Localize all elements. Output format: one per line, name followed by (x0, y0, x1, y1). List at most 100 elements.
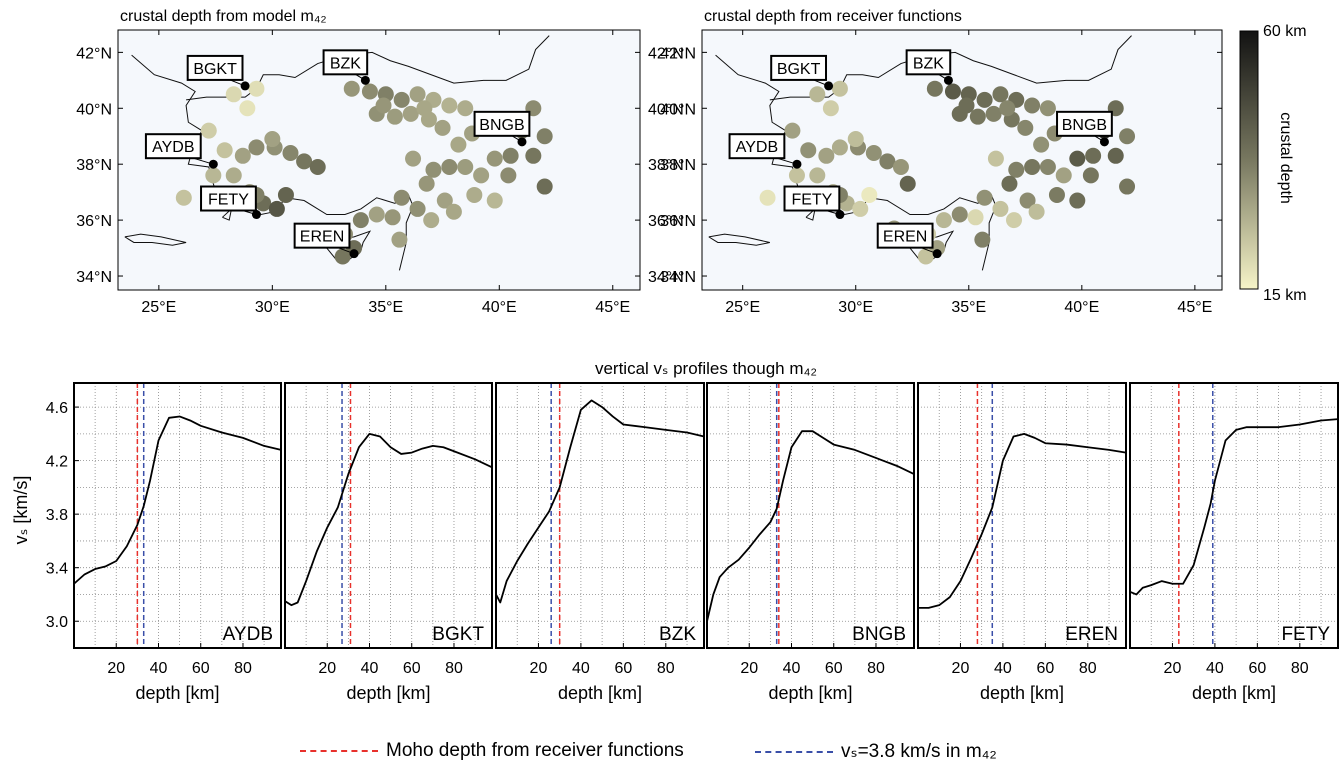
station-dot (879, 153, 896, 170)
profile-frame (917, 382, 1127, 649)
colorbar: 60 km 15 km crustal depth (1239, 23, 1307, 304)
station-dot (847, 131, 864, 148)
x-tick-label: 80 (1291, 660, 1309, 677)
lat-tick-label: 38°N (76, 157, 112, 174)
station-dot (1008, 161, 1025, 178)
station-dot (969, 108, 986, 125)
lon-tick-label: 25°E (141, 299, 176, 316)
profile-panel-bngb: BNGB 20 40 60 80 depth [km] (706, 382, 915, 703)
x-tick-label: 60 (825, 660, 843, 677)
station-dot (987, 150, 1004, 167)
station-dot (375, 97, 392, 114)
profile-station-name: AYDB (223, 624, 273, 645)
station-label-box (783, 185, 841, 212)
x-tick-label: 80 (1079, 660, 1097, 677)
station-label-box (322, 49, 369, 76)
station-dot (416, 100, 433, 117)
station-dot (831, 139, 848, 156)
station-dot (1055, 167, 1072, 184)
station-dot (418, 175, 435, 192)
station-dot (466, 186, 483, 203)
station-dot (200, 122, 217, 139)
station-marker (360, 75, 370, 85)
station-dot (368, 206, 385, 223)
lat-tick-label: 40°N (76, 101, 112, 118)
lat-tick-label-right: 42°N (648, 45, 684, 62)
map-title: crustal depth from model m₄₂ (120, 8, 327, 25)
y-tick-label: 4.2 (46, 454, 68, 471)
x-axis-label: depth [km] (768, 683, 852, 703)
station-dot (225, 86, 242, 103)
station-marker (517, 137, 527, 147)
station-dot (800, 142, 817, 159)
station-marker (932, 249, 942, 259)
profile-station-name: BGKT (432, 624, 484, 645)
station-bngb: BNGB (1056, 110, 1113, 147)
station-dot (1119, 178, 1136, 195)
station-dot (852, 200, 869, 217)
station-dot (818, 147, 835, 164)
profile-frame (284, 382, 493, 649)
station-dot (536, 128, 553, 145)
station-dot (405, 150, 422, 167)
vs-profile-curve (918, 432, 1127, 609)
station-label: BGKT (193, 61, 237, 78)
station-dot (386, 108, 403, 125)
colorbar-bar (1239, 30, 1259, 290)
colorbar-top-label: 60 km (1263, 23, 1307, 40)
lat-tick-label-right: 40°N (648, 101, 684, 118)
station-dot (441, 97, 458, 114)
station-dot (1085, 147, 1102, 164)
station-dot (1006, 212, 1022, 229)
station-dot (391, 231, 408, 248)
x-axis-label: depth [km] (1192, 683, 1276, 703)
profile-station-name: BZK (659, 624, 696, 645)
x-axis-label: depth [km] (558, 683, 642, 703)
station-dot (425, 161, 442, 178)
station-dot (784, 122, 801, 139)
x-tick-label: 40 (783, 660, 801, 677)
station-dot (1019, 192, 1036, 209)
station-dot (992, 86, 1009, 103)
station-dot (473, 167, 490, 184)
station-dot (951, 206, 968, 223)
station-dot (1001, 175, 1018, 192)
x-tick-label: 60 (403, 660, 421, 677)
station-marker (824, 81, 834, 91)
lat-tick-label: 34°N (76, 269, 112, 286)
profile-panel-eren: EREN 20 40 60 80 depth [km] (917, 382, 1127, 703)
lat-tick-label: 34°N (660, 269, 696, 286)
station-label: AYDB (152, 139, 194, 156)
x-tick-label: 60 (1248, 660, 1266, 677)
station-label: BZK (330, 55, 361, 72)
station-dot (486, 150, 503, 167)
lon-tick-label: 40°E (482, 299, 517, 316)
legend-vs-line (755, 750, 833, 753)
station-bgkt: BGKT (770, 54, 834, 91)
y-axis-label: vₛ [km/s] (11, 476, 31, 545)
profile-frame (73, 382, 282, 649)
station-dot (352, 212, 369, 229)
legend-vs-label: vₛ=3.8 km/s in m₄₂ (841, 741, 997, 762)
station-dot (409, 86, 426, 103)
lon-tick-label: 30°E (255, 299, 290, 316)
x-axis-label: depth [km] (135, 683, 219, 703)
station-dot (976, 189, 993, 206)
coastline (124, 233, 187, 246)
station-label: AYDB (736, 139, 778, 156)
station-label: BZK (913, 55, 944, 72)
x-tick-label: 20 (740, 660, 758, 677)
lat-tick-label: 36°N (76, 213, 112, 230)
station-dot (486, 192, 503, 209)
station-dot (334, 248, 351, 265)
x-tick-label: 60 (192, 660, 210, 677)
x-tick-label: 40 (994, 660, 1012, 677)
figure-canvas: crustal depth from model m₄₂ 34°N 34°N 36°N… (11, 8, 1339, 703)
lon-tick-label: 45°E (1177, 299, 1212, 316)
y-tick-label: 3.8 (46, 507, 68, 524)
x-tick-label: 40 (1206, 660, 1224, 677)
station-bgkt: BGKT (186, 54, 250, 91)
station-dot (1048, 186, 1065, 203)
station-dot (500, 167, 517, 184)
